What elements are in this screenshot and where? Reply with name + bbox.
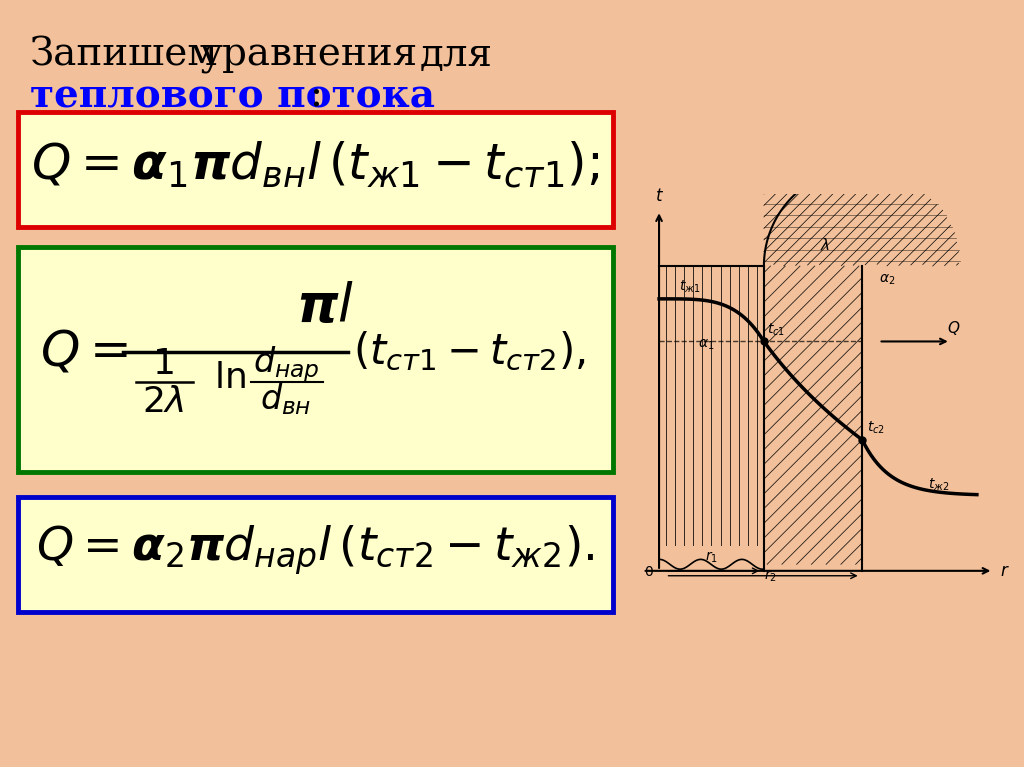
Text: :: : [310, 77, 323, 114]
Text: $\mathrm{ln}$: $\mathrm{ln}$ [214, 360, 246, 394]
FancyBboxPatch shape [18, 112, 613, 227]
Text: $r$: $r$ [999, 562, 1010, 580]
Text: $t_{\mathit{ж}2}$: $t_{\mathit{ж}2}$ [928, 477, 949, 493]
Text: $Q = \boldsymbol{\alpha}_2\boldsymbol{\pi}d_{\mathit{нар}}l\,(t_{\mathit{ст}2} -: $Q = \boldsymbol{\alpha}_2\boldsymbol{\p… [36, 524, 595, 578]
FancyBboxPatch shape [18, 247, 613, 472]
Text: уравнения: уравнения [200, 37, 418, 74]
Text: Запишем: Запишем [30, 37, 218, 74]
Text: $1$: $1$ [153, 347, 174, 381]
Text: $t_{\mathit{ж}1}$: $t_{\mathit{ж}1}$ [679, 278, 700, 295]
Text: $Q = \boldsymbol{\alpha}_1\boldsymbol{\pi}d_{\mathit{вн}}l\,(t_{\mathit{ж}1} - t: $Q = \boldsymbol{\alpha}_1\boldsymbol{\p… [32, 140, 600, 191]
Text: $t_{c2}$: $t_{c2}$ [867, 420, 885, 436]
Text: $\alpha_2$: $\alpha_2$ [879, 272, 895, 287]
Text: $r_1$: $r_1$ [705, 550, 718, 565]
FancyBboxPatch shape [18, 497, 613, 612]
Text: $0$: $0$ [644, 565, 654, 579]
Text: $d_{\mathit{нар}}$: $d_{\mathit{нар}}$ [253, 344, 319, 385]
Text: $t$: $t$ [654, 186, 664, 205]
Text: $r_2$: $r_2$ [764, 569, 777, 584]
Text: $(t_{\mathit{ст}1} - t_{\mathit{ст}2}),$: $(t_{\mathit{ст}1} - t_{\mathit{ст}2}),$ [353, 330, 586, 373]
Text: $d_{\mathit{вн}}$: $d_{\mathit{вн}}$ [260, 382, 311, 417]
Text: $Q =$: $Q =$ [40, 327, 128, 377]
Text: $2\lambda$: $2\lambda$ [141, 384, 184, 419]
Text: $\boldsymbol{\pi}l$: $\boldsymbol{\pi}l$ [296, 282, 354, 333]
Text: $\alpha_1$: $\alpha_1$ [698, 338, 715, 352]
Text: теплового потока: теплового потока [30, 77, 435, 115]
Text: $Q$: $Q$ [947, 319, 961, 337]
Text: для: для [420, 37, 493, 74]
Text: $t_{c1}$: $t_{c1}$ [767, 321, 784, 337]
Text: $\lambda$: $\lambda$ [819, 237, 829, 252]
